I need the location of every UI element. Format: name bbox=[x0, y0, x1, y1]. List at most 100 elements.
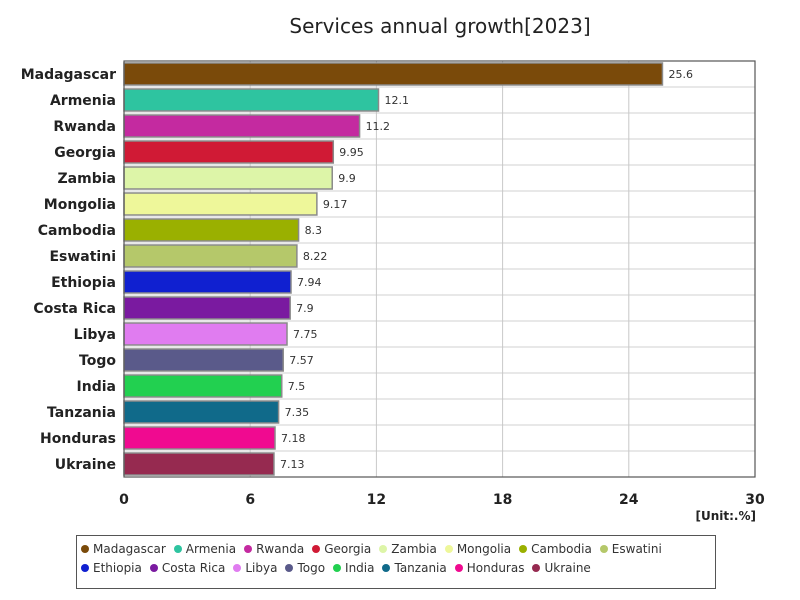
value-label: 11.2 bbox=[366, 120, 391, 133]
legend-item[interactable]: Mongolia bbox=[444, 542, 512, 556]
legend-item[interactable]: Eswatini bbox=[599, 542, 662, 556]
bar-rwanda bbox=[123, 114, 361, 138]
legend-swatch bbox=[382, 564, 391, 572]
value-label: 8.22 bbox=[303, 250, 328, 263]
legend-label: Ethiopia bbox=[93, 561, 142, 575]
category-label: Armenia bbox=[50, 93, 116, 109]
legend-item[interactable]: Ethiopia bbox=[81, 561, 142, 575]
bar-eswatini bbox=[123, 244, 298, 268]
category-label: Georgia bbox=[54, 145, 116, 161]
x-tick-label: 30 bbox=[745, 492, 765, 508]
bar-georgia bbox=[123, 140, 335, 164]
legend-item[interactable]: Zambia bbox=[379, 542, 437, 556]
category-label: Eswatini bbox=[49, 249, 116, 265]
legend-label: Togo bbox=[297, 561, 326, 575]
category-label: Libya bbox=[74, 327, 116, 343]
legend-swatch bbox=[233, 564, 242, 572]
bar-mongolia bbox=[123, 192, 318, 216]
value-label: 9.95 bbox=[339, 146, 364, 159]
legend-label: India bbox=[345, 561, 375, 575]
legend-item[interactable]: Tanzania bbox=[382, 561, 447, 575]
bar-tanzania bbox=[123, 400, 280, 424]
legend-swatch bbox=[519, 545, 528, 553]
legend-label: Costa Rica bbox=[161, 561, 226, 575]
x-tick-label: 18 bbox=[493, 492, 512, 508]
category-label: Togo bbox=[79, 353, 116, 369]
legend-swatch bbox=[149, 564, 158, 572]
value-label: 7.75 bbox=[293, 328, 318, 341]
value-label: 7.35 bbox=[285, 406, 310, 419]
bar-cambodia bbox=[123, 218, 300, 242]
legend-swatch bbox=[244, 545, 253, 553]
legend-swatch bbox=[599, 545, 608, 553]
bar-libya bbox=[123, 322, 288, 346]
value-label: 7.57 bbox=[289, 354, 314, 367]
legend-item[interactable]: Madagascar bbox=[81, 542, 166, 556]
bar-honduras bbox=[123, 426, 276, 450]
category-label: Mongolia bbox=[44, 197, 116, 213]
legend-label: Armenia bbox=[185, 542, 237, 556]
legend-swatch bbox=[454, 564, 463, 572]
value-label: 8.3 bbox=[305, 224, 323, 237]
category-label: Ethiopia bbox=[51, 275, 116, 291]
legend-swatch bbox=[333, 564, 342, 572]
legend-item[interactable]: Georgia bbox=[312, 542, 371, 556]
legend-item[interactable]: India bbox=[333, 561, 374, 575]
legend-item[interactable]: Rwanda bbox=[244, 542, 304, 556]
legend-item[interactable]: Honduras bbox=[454, 561, 525, 575]
value-label: 7.9 bbox=[296, 302, 314, 315]
category-label: India bbox=[77, 379, 116, 395]
value-label: 7.5 bbox=[288, 380, 306, 393]
legend: Madagascar Armenia Rwanda Georgia Zambia Mong… bbox=[76, 535, 716, 589]
category-label: Cambodia bbox=[38, 223, 116, 239]
legend-label: Rwanda bbox=[256, 542, 305, 556]
category-label: Costa Rica bbox=[33, 301, 116, 317]
bar-armenia bbox=[123, 88, 380, 112]
legend-label: Ukraine bbox=[544, 561, 591, 575]
legend-swatch bbox=[444, 545, 453, 553]
legend-label: Tanzania bbox=[394, 561, 447, 575]
bar-costa-rica bbox=[123, 296, 291, 320]
category-label: Rwanda bbox=[53, 119, 116, 135]
legend-item[interactable]: Cambodia bbox=[519, 542, 592, 556]
x-tick-label: 6 bbox=[245, 492, 255, 508]
legend-label: Zambia bbox=[391, 542, 437, 556]
legend-item[interactable]: Libya bbox=[233, 561, 277, 575]
value-label: 7.13 bbox=[280, 458, 305, 471]
legend-swatch bbox=[173, 545, 182, 553]
legend-item[interactable]: Ukraine bbox=[532, 561, 591, 575]
bar-india bbox=[123, 374, 283, 398]
chart-title: Services annual growth[2023] bbox=[289, 14, 591, 38]
legend-label: Cambodia bbox=[531, 542, 592, 556]
legend-item[interactable]: Armenia bbox=[173, 542, 237, 556]
category-label: Zambia bbox=[58, 171, 116, 187]
category-label: Ukraine bbox=[55, 457, 116, 473]
legend-swatch bbox=[81, 545, 89, 553]
legend-item[interactable]: Togo bbox=[285, 561, 325, 575]
legend-label: Libya bbox=[245, 561, 278, 575]
bar-togo bbox=[123, 348, 284, 372]
x-tick-label: 24 bbox=[619, 492, 639, 508]
category-label: Honduras bbox=[40, 431, 116, 447]
bar-madagascar bbox=[123, 62, 664, 86]
legend-label: Honduras bbox=[466, 561, 525, 575]
legend-label: Mongolia bbox=[456, 542, 512, 556]
category-label: Madagascar bbox=[21, 67, 116, 83]
legend-swatch bbox=[285, 564, 294, 572]
bar-zambia bbox=[123, 166, 333, 190]
value-label: 12.1 bbox=[385, 94, 410, 107]
value-label: 7.94 bbox=[297, 276, 322, 289]
plot-border bbox=[123, 60, 756, 478]
value-label: 9.9 bbox=[338, 172, 356, 185]
legend-label: Madagascar bbox=[93, 542, 166, 556]
legend-item[interactable]: Costa Rica bbox=[149, 561, 226, 575]
value-label: 9.17 bbox=[323, 198, 348, 211]
category-label: Tanzania bbox=[47, 405, 116, 421]
legend-label: Eswatini bbox=[611, 542, 662, 556]
bar-ethiopia bbox=[123, 270, 292, 294]
x-tick-label: 0 bbox=[119, 492, 129, 508]
x-tick-label: 12 bbox=[367, 492, 386, 508]
legend-swatch bbox=[312, 545, 321, 553]
bar-ukraine bbox=[123, 452, 275, 476]
